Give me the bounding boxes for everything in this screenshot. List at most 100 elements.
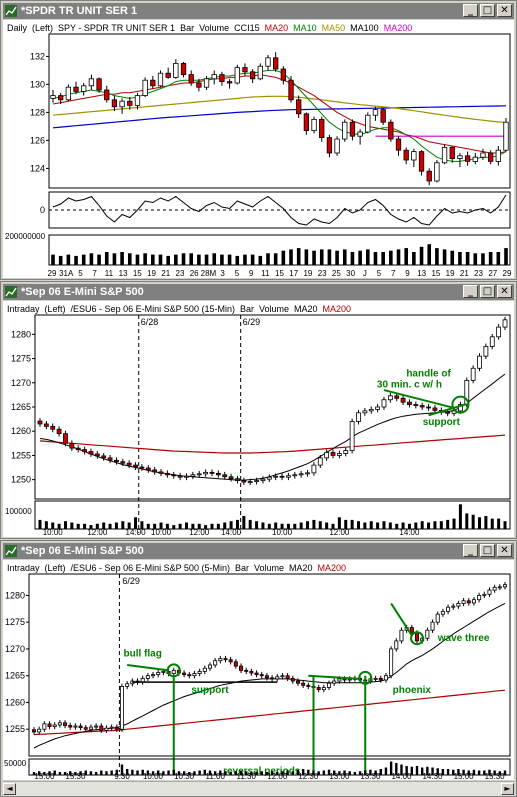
candle	[81, 85, 87, 92]
candle	[134, 95, 141, 106]
y-tick-label: 1270	[11, 378, 31, 388]
volume-bar	[450, 250, 455, 265]
candle	[464, 155, 471, 162]
candle	[254, 672, 259, 676]
candle	[139, 466, 145, 469]
volume-bar	[335, 250, 339, 265]
candle	[492, 586, 497, 591]
volume-bar	[37, 771, 41, 775]
x-tick-label: 23	[474, 269, 483, 278]
ma100-line	[52, 105, 507, 129]
es-5min-chart: 1255 1260 1265 1270 1275 1280 6/29 bull flag sup…	[4, 573, 511, 780]
volume-bar	[376, 522, 380, 529]
volume-bar	[44, 521, 48, 529]
minimize-button[interactable]: _	[463, 544, 478, 557]
candle	[489, 336, 495, 347]
volume-bar	[452, 769, 455, 775]
minimize-button[interactable]: _	[463, 4, 478, 17]
volume-bar	[48, 771, 51, 775]
x-tick-label: 15	[431, 269, 440, 278]
chart-window-icon	[5, 5, 17, 17]
candle	[365, 114, 371, 133]
candle	[69, 442, 75, 449]
volume-bar	[114, 522, 118, 529]
candle	[114, 459, 119, 463]
volume-bar	[369, 521, 373, 529]
candle	[332, 680, 337, 684]
volume-tick-label: 200000000	[5, 232, 46, 241]
candle	[58, 95, 64, 101]
candle	[477, 355, 482, 369]
candle	[337, 678, 342, 682]
candle	[223, 658, 228, 661]
volume-bar	[94, 772, 98, 775]
title-bar[interactable]: *Sep 06 E-Mini S&P 500 _ □ ✕	[3, 284, 514, 300]
volume-bar	[178, 523, 182, 529]
volume-bar	[108, 523, 112, 529]
horizontal-scrollbar[interactable]: ◄ ►	[3, 781, 514, 796]
close-button[interactable]: ✕	[497, 285, 512, 298]
volume-bar	[79, 771, 82, 775]
volume-bar	[89, 253, 94, 265]
candle	[487, 152, 494, 162]
volume-bar	[153, 523, 157, 529]
close-button[interactable]: ✕	[497, 544, 512, 557]
volume-bar	[493, 770, 496, 775]
price-pane	[34, 314, 511, 500]
annotation-support: support	[423, 417, 461, 428]
candle	[197, 671, 202, 674]
maximize-button[interactable]: □	[480, 4, 495, 17]
candle	[150, 79, 156, 87]
legend-symbol: SPY - SPDR TR UNIT SER 1	[58, 23, 176, 33]
volume-tick-label: 50000	[4, 759, 27, 768]
title-bar[interactable]: *Sep 06 E-Mini S&P 500 _ □ ✕	[3, 543, 514, 559]
x-tick-label: 15:30	[65, 772, 86, 780]
candle	[101, 455, 107, 459]
candle	[88, 726, 93, 730]
maximize-button[interactable]: □	[480, 544, 495, 557]
candle	[362, 410, 368, 414]
volume-bar	[51, 254, 55, 265]
candle	[298, 473, 304, 476]
x-tick-label: 3	[220, 269, 225, 278]
candle	[457, 155, 463, 160]
candle	[368, 409, 374, 412]
volume-bar	[267, 523, 271, 529]
candle	[188, 74, 194, 84]
candle	[192, 673, 197, 677]
legend-volume: Volume	[199, 23, 230, 33]
legend-pane: (Left)	[44, 304, 66, 314]
x-tick-label: 23	[318, 269, 327, 278]
candle	[63, 433, 68, 444]
candle	[286, 475, 291, 478]
x-tick-label: 12:00	[87, 528, 108, 537]
minimize-button[interactable]: _	[463, 285, 478, 298]
volume-bar	[105, 771, 108, 775]
scroll-right-button[interactable]: ►	[501, 783, 514, 795]
volume-bar	[337, 517, 341, 529]
candle	[270, 677, 275, 680]
close-button[interactable]: ✕	[497, 4, 512, 17]
maximize-button[interactable]: □	[480, 285, 495, 298]
candle	[73, 86, 79, 92]
volume-bar	[384, 767, 388, 775]
volume-bar	[412, 252, 416, 265]
candle	[288, 79, 294, 101]
candle	[47, 723, 52, 727]
volume-bar	[395, 763, 398, 775]
candle	[83, 727, 88, 730]
volume-bar	[74, 255, 78, 265]
volume-bar	[250, 772, 253, 775]
volume-bar	[490, 518, 494, 529]
y-tick-label: 124	[30, 163, 45, 173]
volume-bar	[504, 248, 508, 265]
volume-bar	[331, 523, 335, 529]
candle	[218, 658, 223, 662]
candle	[407, 401, 412, 405]
scroll-left-button[interactable]: ◄	[3, 783, 16, 795]
x-tick-label: 7	[92, 269, 97, 278]
title-bar[interactable]: *SPDR TR UNIT SER 1 _ □ ✕	[3, 3, 514, 19]
volume-bar	[189, 253, 194, 265]
legend-period: Intraday	[7, 304, 40, 314]
volume-bar	[358, 250, 362, 265]
